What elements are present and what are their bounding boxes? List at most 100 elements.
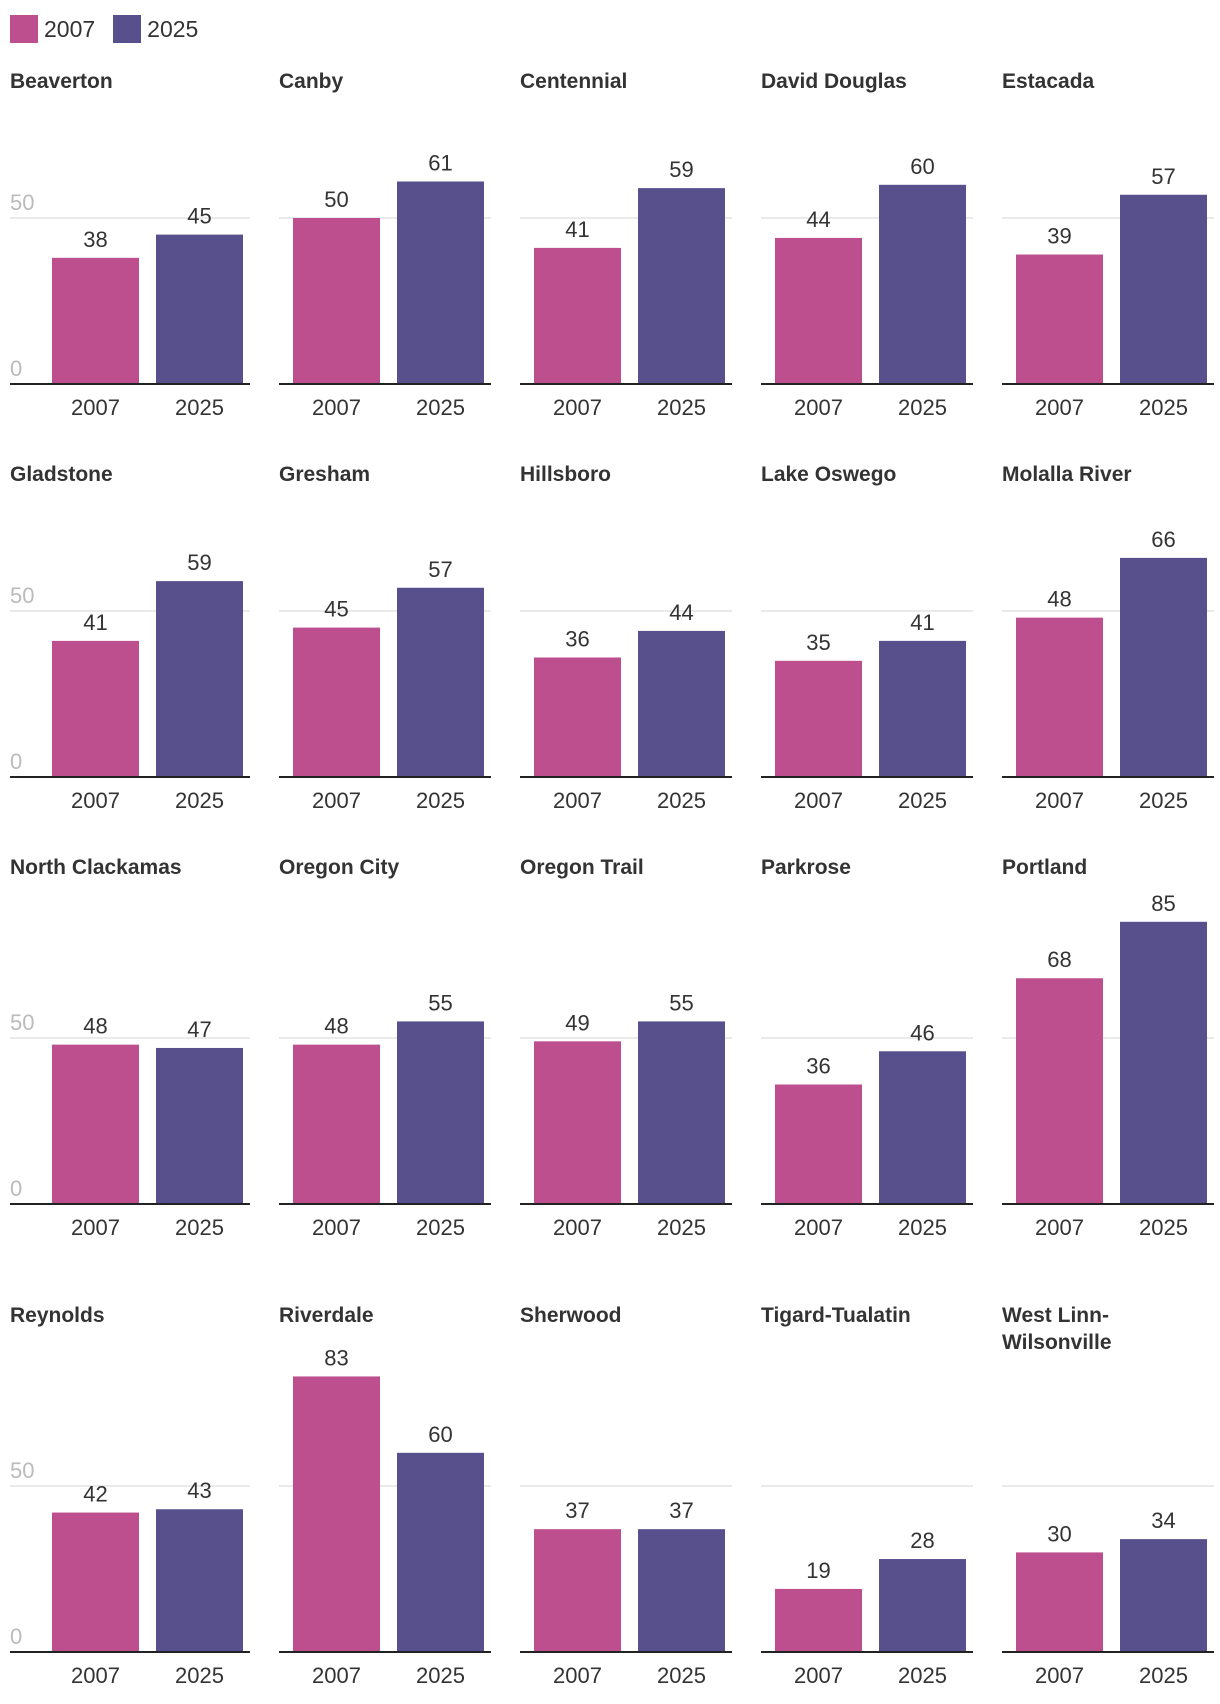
lake-oswego-category-label: 2025 bbox=[898, 788, 947, 813]
riverdale-value-label: 60 bbox=[428, 1422, 452, 1447]
parkrose-bar-2025 bbox=[879, 1051, 966, 1204]
gresham-value-label: 57 bbox=[428, 557, 452, 582]
david-douglas-bar-2007 bbox=[775, 237, 862, 384]
molalla-river-bar-2007 bbox=[1016, 617, 1103, 777]
lake-oswego-title: Lake Oswego bbox=[761, 463, 896, 486]
riverdale-category-label: 2007 bbox=[312, 1663, 361, 1688]
centennial-category-label: 2025 bbox=[657, 395, 706, 420]
parkrose-title: Parkrose bbox=[761, 856, 851, 879]
oregon-city-title: Oregon City bbox=[279, 856, 399, 879]
beaverton-value-label: 45 bbox=[187, 204, 211, 229]
sherwood-category-label: 2007 bbox=[553, 1663, 602, 1688]
y-tick-label: 0 bbox=[10, 356, 22, 381]
lake-oswego-bar-2025 bbox=[879, 640, 966, 777]
legend-item-2007: 2007 bbox=[10, 15, 95, 43]
beaverton-value-label: 38 bbox=[83, 227, 107, 252]
sherwood-title: Sherwood bbox=[520, 1304, 622, 1327]
canby-value-label: 50 bbox=[324, 187, 348, 212]
legend: 2007 2025 bbox=[10, 14, 216, 44]
west-linn-wilsonville-category-label: 2007 bbox=[1035, 1663, 1084, 1688]
lake-oswego-value-label: 35 bbox=[806, 630, 830, 655]
oregon-city-bar-2025 bbox=[397, 1021, 484, 1204]
estacada-bar-2025 bbox=[1120, 194, 1207, 384]
oregon-city-bar-2007 bbox=[293, 1044, 380, 1204]
gladstone-bar-2007 bbox=[52, 640, 139, 777]
tigard-tualatin-value-label: 28 bbox=[910, 1528, 934, 1553]
hillsboro-value-label: 36 bbox=[565, 626, 589, 651]
gresham-title: Gresham bbox=[279, 463, 370, 486]
riverdale-bar-2025 bbox=[397, 1452, 484, 1652]
portland-bar-2025 bbox=[1120, 921, 1207, 1204]
tigard-tualatin-title: Tigard-Tualatin bbox=[761, 1304, 911, 1327]
oregon-city-category-label: 2007 bbox=[312, 1215, 361, 1240]
estacada-bar-2007 bbox=[1016, 254, 1103, 384]
parkrose-value-label: 46 bbox=[910, 1020, 934, 1045]
north-clackamas-bar-2025 bbox=[156, 1047, 243, 1204]
beaverton-category-label: 2025 bbox=[175, 395, 224, 420]
oregon-trail-value-label: 49 bbox=[565, 1010, 589, 1035]
gladstone-category-label: 2007 bbox=[71, 788, 120, 813]
legend-item-2025: 2025 bbox=[113, 15, 198, 43]
west-linn-wilsonville-bar-2007 bbox=[1016, 1552, 1103, 1652]
north-clackamas-category-label: 2025 bbox=[175, 1215, 224, 1240]
oregon-city-value-label: 48 bbox=[324, 1014, 348, 1039]
portland-category-label: 2025 bbox=[1139, 1215, 1188, 1240]
gresham-category-label: 2025 bbox=[416, 788, 465, 813]
west-linn-wilsonville-category-label: 2025 bbox=[1139, 1663, 1188, 1688]
west-linn-wilsonville-value-label: 34 bbox=[1151, 1508, 1175, 1533]
oregon-trail-value-label: 55 bbox=[669, 990, 693, 1015]
lake-oswego-value-label: 41 bbox=[910, 610, 934, 635]
reynolds-bar-2025 bbox=[156, 1509, 243, 1652]
estacada-title: Estacada bbox=[1002, 70, 1095, 93]
centennial-title: Centennial bbox=[520, 70, 627, 93]
tigard-tualatin-category-label: 2025 bbox=[898, 1663, 947, 1688]
centennial-category-label: 2007 bbox=[553, 395, 602, 420]
centennial-bar-2025 bbox=[638, 188, 725, 384]
lake-oswego-category-label: 2007 bbox=[794, 788, 843, 813]
north-clackamas-value-label: 47 bbox=[187, 1017, 211, 1042]
hillsboro-title: Hillsboro bbox=[520, 463, 611, 486]
legend-swatch-2025 bbox=[113, 15, 142, 43]
west-linn-wilsonville-value-label: 30 bbox=[1047, 1521, 1071, 1546]
west-linn-wilsonville-bar-2025 bbox=[1120, 1539, 1207, 1652]
oregon-trail-bar-2025 bbox=[638, 1021, 725, 1204]
gladstone-value-label: 41 bbox=[83, 610, 107, 635]
parkrose-value-label: 36 bbox=[806, 1053, 830, 1078]
legend-swatch-2007 bbox=[10, 15, 38, 43]
gladstone-title: Gladstone bbox=[10, 463, 113, 486]
canby-category-label: 2007 bbox=[312, 395, 361, 420]
legend-label-2025: 2025 bbox=[147, 15, 199, 42]
david-douglas-value-label: 60 bbox=[910, 154, 934, 179]
west-linn-wilsonville-title: West Linn- bbox=[1002, 1304, 1109, 1327]
riverdale-title: Riverdale bbox=[279, 1304, 374, 1327]
y-tick-label: 50 bbox=[10, 1010, 34, 1035]
reynolds-category-label: 2007 bbox=[71, 1663, 120, 1688]
reynolds-value-label: 43 bbox=[187, 1478, 211, 1503]
estacada-category-label: 2025 bbox=[1139, 395, 1188, 420]
molalla-river-bar-2025 bbox=[1120, 557, 1207, 777]
canby-value-label: 61 bbox=[428, 150, 452, 175]
reynolds-category-label: 2025 bbox=[175, 1663, 224, 1688]
david-douglas-category-label: 2025 bbox=[898, 395, 947, 420]
canby-bar-2025 bbox=[397, 181, 484, 384]
north-clackamas-title: North Clackamas bbox=[10, 856, 182, 879]
riverdale-bar-2007 bbox=[293, 1376, 380, 1652]
david-douglas-bar-2025 bbox=[879, 184, 966, 384]
gresham-value-label: 45 bbox=[324, 597, 348, 622]
riverdale-category-label: 2025 bbox=[416, 1663, 465, 1688]
north-clackamas-value-label: 48 bbox=[83, 1014, 107, 1039]
molalla-river-category-label: 2025 bbox=[1139, 788, 1188, 813]
portland-value-label: 85 bbox=[1151, 891, 1175, 916]
david-douglas-value-label: 44 bbox=[806, 207, 830, 232]
estacada-category-label: 2007 bbox=[1035, 395, 1084, 420]
sherwood-category-label: 2025 bbox=[657, 1663, 706, 1688]
west-linn-wilsonville-title: Wilsonville bbox=[1002, 1331, 1112, 1354]
centennial-value-label: 59 bbox=[669, 157, 693, 182]
beaverton-bar-2025 bbox=[156, 234, 243, 384]
canby-bar-2007 bbox=[293, 218, 380, 384]
hillsboro-category-label: 2025 bbox=[657, 788, 706, 813]
y-tick-label: 0 bbox=[10, 1176, 22, 1201]
hillsboro-bar-2007 bbox=[534, 657, 621, 777]
reynolds-value-label: 42 bbox=[83, 1482, 107, 1507]
centennial-bar-2007 bbox=[534, 247, 621, 384]
